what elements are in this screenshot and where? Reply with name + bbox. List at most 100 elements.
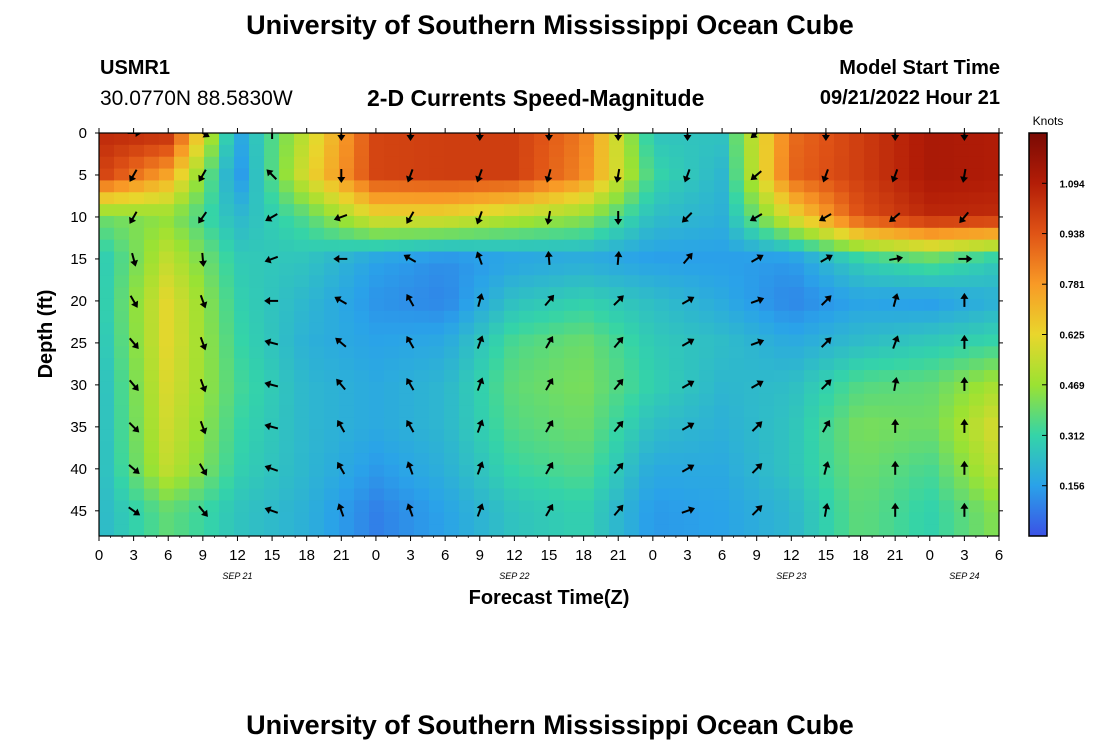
heatmap-cell [519,310,535,324]
heatmap-cell [654,500,670,513]
heatmap-cell [324,381,340,395]
heatmap-cell [924,156,940,170]
heatmap-cell [99,476,115,490]
heatmap-cell [834,358,850,371]
heatmap-cell [204,405,220,419]
heatmap-cell [954,263,970,276]
heatmap-cell [204,358,220,371]
heatmap-cell [339,215,355,229]
heatmap-cell [834,251,850,264]
heatmap-cell [444,192,460,205]
heatmap-cell [204,310,220,324]
heatmap-cell [864,488,880,502]
heatmap-cell [549,358,565,371]
heatmap-cell [279,524,295,536]
heatmap-cell [354,429,370,442]
heatmap-cell [834,405,850,419]
heatmap-cell [234,476,250,490]
heatmap-cell [699,215,715,229]
heatmap-cell [669,453,685,466]
heatmap-cell [219,393,235,407]
heatmap-cell [159,464,175,478]
heatmap-cell [789,453,805,466]
heatmap-cell [99,215,115,229]
heatmap-cell [204,453,220,466]
heatmap-cell [699,204,715,217]
heatmap-cell [489,405,505,419]
heatmap-cell [234,144,250,158]
heatmap-cell [234,417,250,430]
heatmap-cell [924,512,940,525]
heatmap-cell [954,464,970,478]
heatmap-cell [879,275,895,288]
heatmap-cell [729,275,745,288]
heatmap-cell [99,263,115,276]
heatmap-cell [129,370,145,383]
heatmap-cell [309,310,325,324]
heatmap-cell [519,524,535,536]
heatmap-cell [789,215,805,229]
heatmap-cell [924,346,940,359]
heatmap-cell [159,192,175,205]
colorbar-tick-label: 0.781 [1059,280,1084,291]
heatmap-cell [99,453,115,466]
heatmap-cell [849,133,865,146]
heatmap-cell [549,405,565,419]
heatmap-cell [219,180,235,193]
heatmap-cell [624,227,640,241]
heatmap-cell [549,441,565,454]
heatmap-cell [309,168,325,182]
heatmap-cell [114,133,130,146]
current-arrow [264,506,279,514]
heatmap-cell [699,464,715,478]
current-arrow [264,296,279,305]
heatmap-cell [114,500,130,513]
heatmap-cell [519,488,535,502]
current-arrow [681,422,695,431]
heatmap-cell [564,417,580,430]
heatmap-cell [474,358,490,371]
heatmap-cell [279,322,295,336]
heatmap-cell [234,204,250,217]
heatmap-cell [489,239,505,253]
heatmap-cell [744,464,760,478]
heatmap-cell [114,393,130,407]
heatmap-cell [789,500,805,513]
y-tick-label: 35 [70,419,87,436]
heatmap-cell [834,156,850,170]
heatmap-cell [399,192,415,205]
heatmap-cell [369,370,385,383]
heatmap-cell [414,346,430,359]
heatmap-cell [444,358,460,371]
heatmap-cell [609,381,625,395]
heatmap-cell [324,227,340,241]
heatmap-cell [774,215,790,229]
current-arrow [613,378,624,391]
heatmap-cell [549,346,565,359]
heatmap-cell [294,275,310,288]
heatmap-cell [189,512,205,525]
heatmap-cell [204,476,220,490]
heatmap-cell [654,156,670,170]
heatmap-cell [324,370,340,383]
heatmap-cell [549,524,565,536]
heatmap-cell [744,441,760,454]
heatmap-cell [864,381,880,395]
heatmap-cell [369,204,385,217]
heatmap-cell [864,524,880,536]
heatmap-cell [369,287,385,300]
heatmap-cell [654,239,670,253]
heatmap-cell [744,405,760,419]
heatmap-cell [909,263,925,276]
heatmap-cell [834,464,850,478]
heatmap-cell [549,322,565,336]
heatmap-cell [279,476,295,490]
current-arrow [475,169,483,183]
heatmap-cell [354,464,370,478]
heatmap-cell [894,215,910,229]
current-arrow [822,502,831,517]
heatmap-cell [219,453,235,466]
heatmap-cell [774,464,790,478]
heatmap-cell [969,251,985,264]
heatmap-cell [324,310,340,324]
